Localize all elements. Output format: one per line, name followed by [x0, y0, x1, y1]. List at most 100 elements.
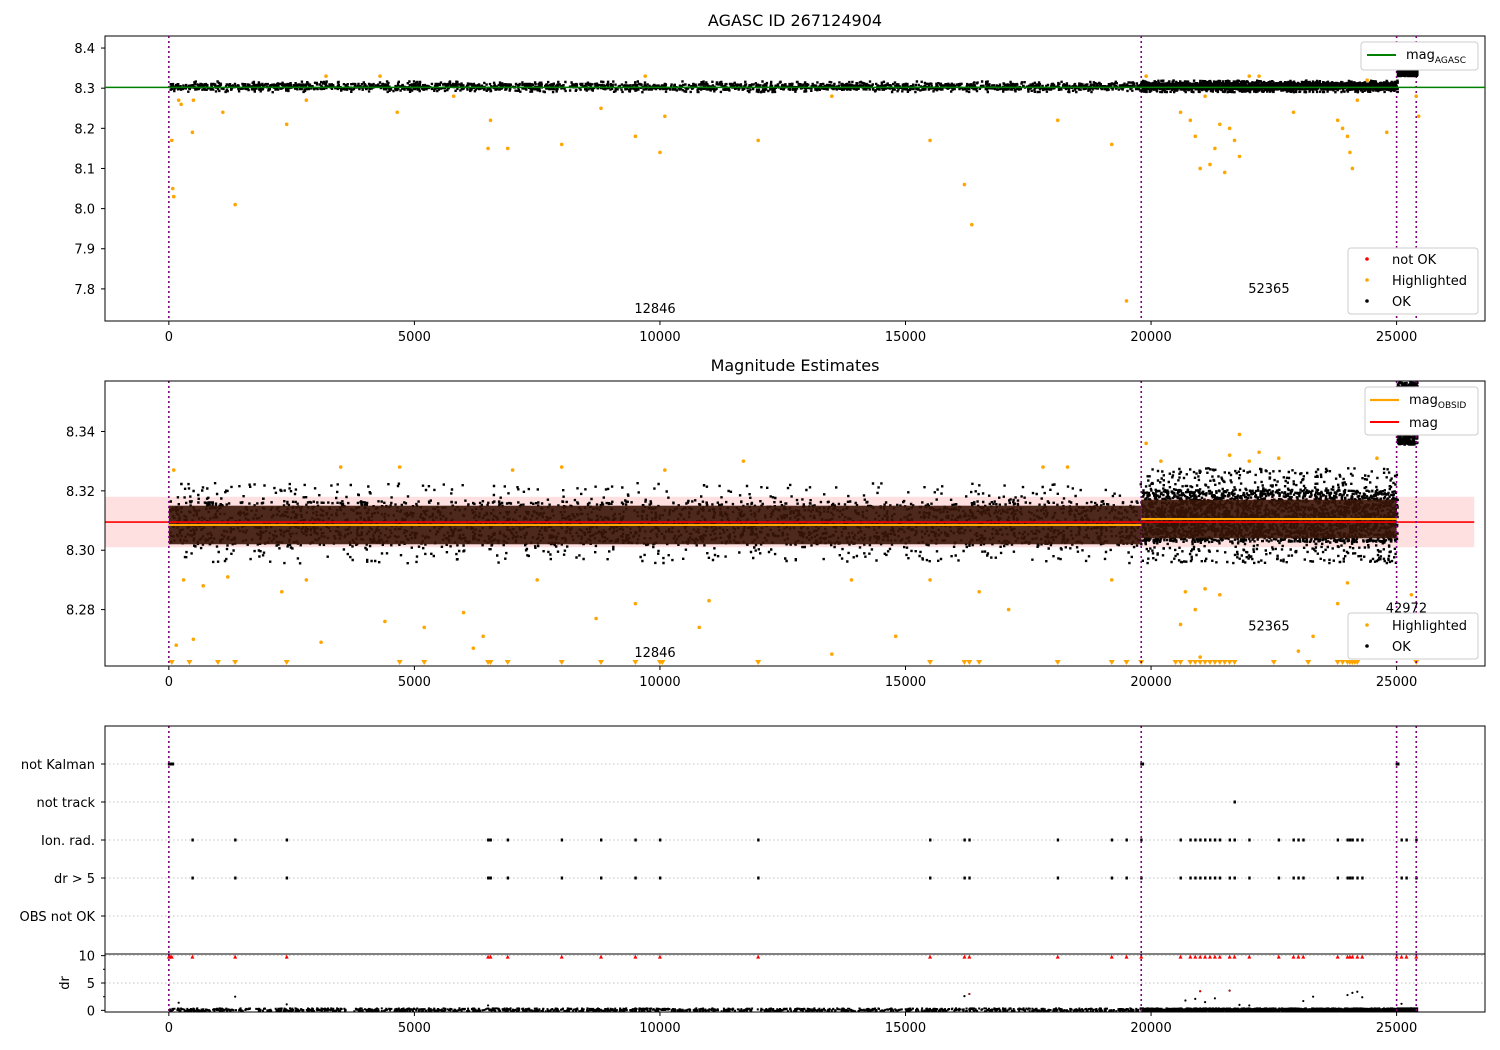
dr-outlier-red [1199, 990, 1202, 993]
highlighted-point [176, 98, 181, 103]
flag-point [1302, 876, 1305, 880]
offscale-marker [421, 660, 428, 665]
dr-clipped-marker [633, 954, 638, 959]
dr-clipped-marker [1055, 954, 1060, 959]
highlighted-point [1183, 589, 1188, 594]
dr-clipped-marker [1227, 954, 1232, 959]
offscale-marker [961, 660, 968, 665]
offscale-marker [214, 660, 221, 665]
y-tick-label: 8.34 [66, 425, 95, 440]
flag-point [1348, 876, 1352, 880]
flag-point [1204, 838, 1207, 842]
highlighted-point [1291, 110, 1296, 115]
flag-point [1179, 838, 1182, 842]
x-tick-label: 15000 [885, 675, 926, 690]
flag-point [1179, 876, 1182, 880]
obsid-label: 52365 [1248, 619, 1289, 634]
highlighted-point [191, 98, 196, 103]
dr-clipped-marker [967, 954, 972, 959]
highlighted-point [1193, 607, 1198, 612]
highlighted-point [849, 578, 854, 582]
flag-point [1346, 876, 1349, 880]
highlighted-point [304, 98, 309, 103]
offscale-marker [1206, 660, 1213, 665]
highlighted-point [225, 575, 230, 579]
offscale-marker [396, 660, 403, 665]
dr-clipped-marker [1355, 954, 1360, 959]
dr-clipped-marker [233, 954, 238, 959]
flag-point [1277, 838, 1281, 842]
flag-point [1125, 876, 1128, 880]
legend-label: Highlighted [1392, 619, 1467, 634]
highlighted-point [663, 114, 667, 119]
highlighted-point [1188, 118, 1193, 123]
flag-point [1189, 876, 1192, 880]
dr-outlier [1213, 997, 1216, 1000]
legend-label: mag [1409, 416, 1438, 431]
highlighted-point [893, 634, 898, 639]
highlighted-point [830, 652, 834, 656]
highlighted-point [559, 465, 564, 469]
highlighted-point [633, 601, 638, 606]
flag-point [1110, 838, 1114, 842]
dr-outlier [1194, 997, 1197, 1000]
highlighted-point [1345, 581, 1350, 585]
flag-point [234, 876, 237, 880]
flag-point [1415, 838, 1418, 842]
flag-point [560, 838, 564, 842]
offscale-marker [1187, 660, 1194, 665]
offscale-marker [632, 660, 639, 665]
dr-clipped-marker [1350, 954, 1355, 959]
dr-outlier [486, 1004, 490, 1007]
highlighted-point [1335, 601, 1340, 606]
obsid-label: 12846 [634, 646, 675, 661]
legend-label: not OK [1392, 253, 1437, 268]
highlighted-point [170, 186, 175, 191]
legend-marker [1365, 644, 1369, 648]
highlighted-point [1375, 456, 1379, 460]
flag-point [1204, 876, 1207, 880]
y-tick-label: 8.30 [66, 544, 95, 559]
highlighted-point [535, 578, 539, 582]
highlighted-point [559, 142, 564, 147]
highlighted-point [324, 74, 328, 78]
dr-clipped-marker [169, 954, 174, 959]
y-tick-label: 8.3 [74, 82, 95, 97]
highlighted-point [221, 110, 225, 115]
dr-outlier [1361, 996, 1364, 999]
flag-point [1213, 876, 1217, 880]
highlighted-point [1345, 134, 1350, 139]
highlighted-point [395, 110, 400, 115]
offscale-marker [283, 660, 290, 665]
x-tick-label: 10000 [639, 675, 680, 690]
highlighted-point [928, 138, 932, 143]
x-tick-label: 5000 [398, 330, 431, 345]
highlighted-point [319, 640, 323, 645]
dr-outlier [1184, 999, 1187, 1002]
highlighted-point [304, 578, 309, 582]
flag-row-label: Ion. rad. [41, 834, 95, 849]
dr-clipped-marker [1198, 954, 1203, 959]
flag-point [1233, 876, 1236, 880]
legend-marker [1365, 299, 1369, 303]
dr-clipped-marker [1193, 954, 1198, 959]
highlighted-point [422, 625, 427, 630]
dr-outlier [1302, 999, 1305, 1003]
highlighted-point [1414, 94, 1419, 99]
highlighted-point [169, 138, 174, 143]
highlighted-point [1193, 134, 1198, 139]
flag-point [1233, 838, 1236, 842]
x-tick-label: 20000 [1130, 330, 1171, 345]
highlighted-point [756, 138, 760, 143]
legend-label: OK [1392, 640, 1411, 655]
dr-outlier [1312, 995, 1315, 998]
flag-row-label: not track [36, 796, 95, 811]
highlighted-point [1340, 126, 1345, 131]
highlighted-point [928, 578, 932, 582]
y-axis-label: dr [58, 976, 73, 990]
dr-clipped-marker [1291, 954, 1296, 959]
highlighted-point [488, 118, 493, 123]
highlighted-point [1335, 118, 1340, 123]
highlighted-point [1159, 459, 1163, 463]
y-tick-label: 8.1 [74, 162, 95, 177]
